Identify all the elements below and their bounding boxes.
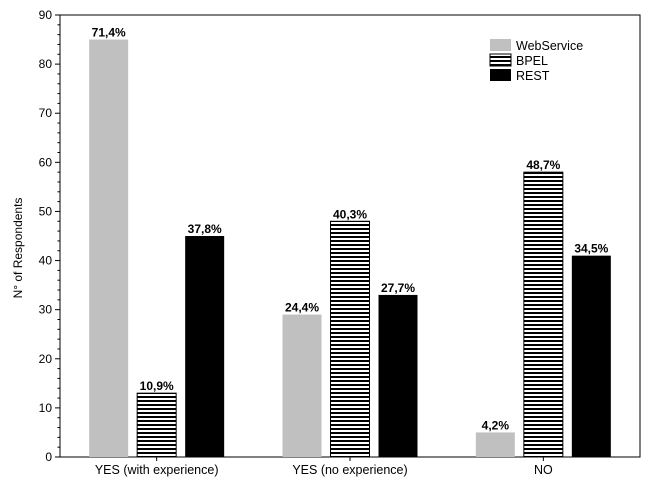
y-tick-label: 80 [39, 57, 53, 71]
bar-value-label: 48,7% [526, 158, 560, 172]
y-tick-label: 60 [39, 155, 53, 169]
legend-swatch-rest [490, 69, 511, 81]
bar-bpel-1 [330, 220, 370, 458]
bar-value-label: 71,4% [92, 26, 126, 40]
bar-value-label: 27,7% [381, 281, 415, 295]
y-tick-label: 90 [39, 8, 53, 22]
bar-rest-2 [571, 255, 611, 457]
data-labels: 71,4% 10,9% 37,8% 24,4% 40,3% 27,7% 4,2% 48,7% 3… [92, 26, 609, 433]
bar-value-label: 10,9% [140, 379, 174, 393]
legend-label-bpel: BPEL [516, 54, 548, 68]
y-tick-label: 50 [39, 204, 53, 218]
bar-value-label: 34,5% [574, 242, 608, 256]
bar-rest-0 [185, 236, 225, 457]
bar-bpel-2 [523, 171, 564, 458]
bar-webservice-0 [89, 39, 129, 458]
x-tick-label: YES (no experience) [292, 463, 407, 477]
bar-webservice-2 [475, 432, 515, 457]
bar-value-label: 24,4% [285, 301, 319, 315]
legend-swatch-webservice [490, 39, 511, 51]
bar-value-label: 40,3% [333, 207, 367, 221]
bar-value-label: 37,8% [188, 222, 222, 236]
x-tick-label: YES (with experience) [95, 463, 219, 477]
y-tick-label: 30 [39, 303, 53, 317]
y-tick-label: 70 [39, 106, 53, 120]
x-tick-label: NO [534, 463, 553, 477]
y-tick-label: 10 [39, 401, 53, 415]
legend-swatch-bpel [489, 53, 512, 67]
y-tick-label: 40 [39, 254, 53, 268]
bar-webservice-1 [282, 314, 322, 457]
bars [89, 39, 611, 458]
y-axis-title: N° of Respondents [11, 198, 25, 299]
bar-rest-1 [378, 294, 418, 457]
bar-bpel-0 [136, 392, 177, 458]
bar-value-label: 4,2% [482, 418, 510, 432]
legend-label-rest: REST [516, 69, 550, 83]
y-tick-label: 20 [39, 352, 53, 366]
y-tick-label: 0 [45, 450, 52, 464]
legend-label-webservice: WebService [516, 39, 583, 53]
